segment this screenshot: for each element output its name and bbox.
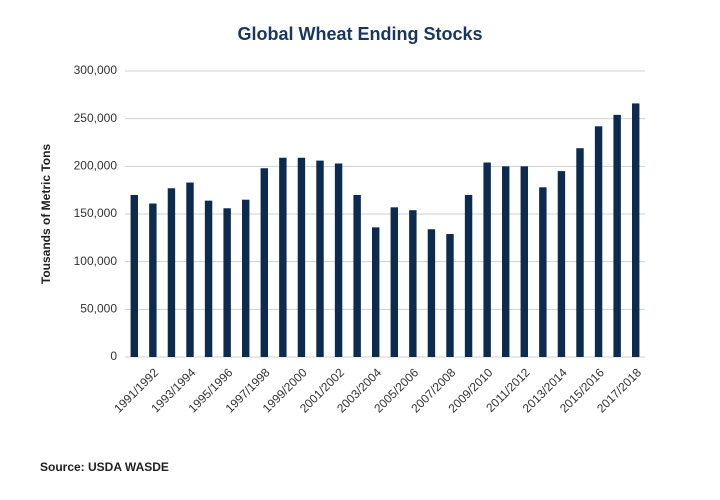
source-note: Source: USDA WASDE: [40, 460, 169, 474]
bar: [613, 114, 621, 357]
bar: [242, 199, 250, 357]
y-tick-label: 150,000: [74, 206, 118, 220]
bar: [539, 187, 547, 357]
bar: [502, 166, 510, 357]
bar: [372, 227, 380, 357]
bar: [409, 210, 417, 357]
bar: [167, 188, 176, 357]
bar: [353, 194, 361, 357]
bar: [297, 157, 306, 357]
y-tick-label: 300,000: [74, 63, 118, 77]
bar: [483, 162, 491, 357]
bar: [427, 229, 436, 357]
bar: [316, 160, 324, 357]
y-axis-title: Tousands of Metric Tons: [39, 144, 53, 285]
bar: [279, 157, 287, 357]
bar: [334, 163, 343, 357]
bar: [149, 203, 157, 357]
bar: [390, 207, 398, 357]
bar: [223, 208, 231, 357]
bar: [576, 148, 584, 357]
bar: [557, 171, 566, 357]
y-tick-label: 200,000: [74, 159, 118, 173]
bar: [186, 182, 194, 357]
bar: [260, 168, 268, 357]
bar: [594, 126, 603, 357]
bar: [632, 103, 640, 357]
bar: [464, 194, 473, 357]
y-tick-label: 100,000: [74, 254, 118, 268]
bar: [446, 234, 454, 357]
y-tick-label: 0: [110, 349, 117, 363]
bar: [520, 166, 528, 357]
y-tick-label: 250,000: [74, 111, 118, 125]
y-tick-label: 50,000: [80, 302, 117, 316]
bar: [204, 200, 213, 357]
chart-title: Global Wheat Ending Stocks: [237, 24, 482, 44]
bar: [130, 194, 138, 357]
